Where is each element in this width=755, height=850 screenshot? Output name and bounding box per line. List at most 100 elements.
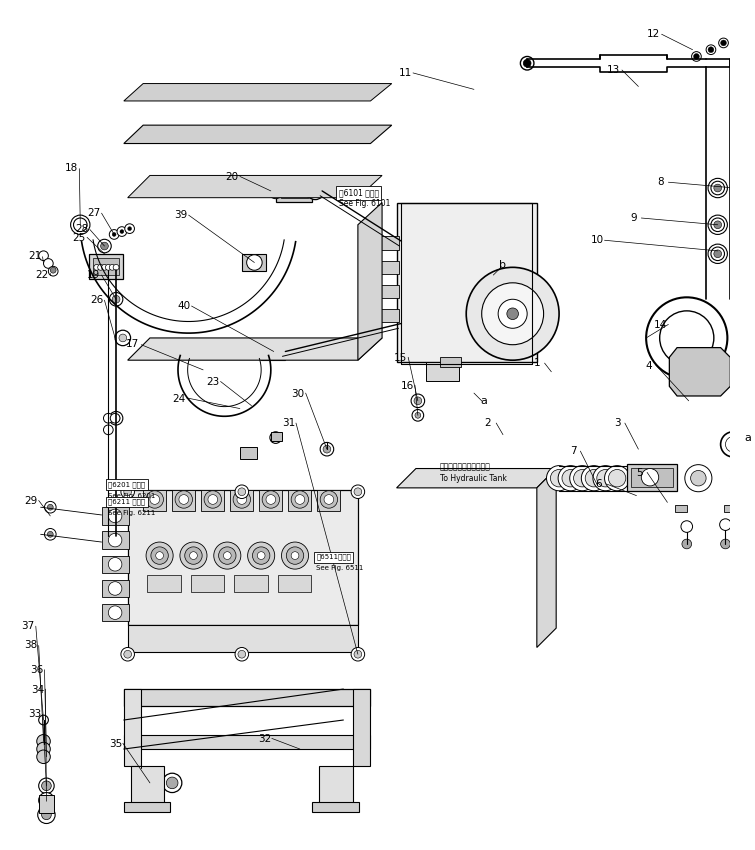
Circle shape [108,606,122,620]
Text: 21: 21 [29,252,42,262]
Circle shape [252,547,270,564]
Circle shape [45,529,56,540]
Bar [102,580,128,598]
Circle shape [208,495,217,504]
Circle shape [708,47,713,53]
Circle shape [235,485,248,498]
Circle shape [100,242,108,250]
Circle shape [235,648,248,661]
Bar [675,505,687,512]
Text: 40: 40 [177,301,190,311]
Circle shape [247,255,262,270]
Bar [128,490,358,626]
Text: 15: 15 [393,353,407,363]
Polygon shape [358,202,382,360]
Text: 31: 31 [282,418,295,428]
Text: 1: 1 [534,359,540,368]
Circle shape [156,552,164,559]
Circle shape [719,38,729,48]
Text: 18: 18 [65,163,79,173]
Circle shape [738,178,747,188]
Bar [93,258,119,275]
Text: 38: 38 [24,640,37,650]
Text: 17: 17 [126,339,140,349]
Bar [276,180,313,201]
Circle shape [108,581,122,595]
Circle shape [39,715,48,725]
Polygon shape [670,348,730,396]
Circle shape [562,469,579,487]
Circle shape [51,268,56,273]
Circle shape [691,470,706,486]
Bar [147,575,181,592]
Bar [353,689,371,767]
Circle shape [238,488,245,496]
Circle shape [37,750,51,763]
Circle shape [109,230,119,240]
Circle shape [291,490,309,508]
Circle shape [351,648,365,661]
Circle shape [237,495,247,504]
Bar [319,767,353,807]
Circle shape [605,466,630,490]
Text: 10: 10 [591,235,604,245]
Circle shape [162,774,182,792]
Circle shape [354,650,362,658]
Circle shape [412,410,424,421]
Text: 35: 35 [109,739,122,749]
Bar [124,802,170,812]
Text: 33: 33 [29,710,42,719]
Circle shape [520,56,534,70]
Circle shape [550,469,568,487]
Circle shape [37,734,51,748]
Text: 24: 24 [172,394,186,404]
Circle shape [323,445,331,453]
Circle shape [354,488,362,496]
Polygon shape [128,175,382,198]
Bar [172,490,196,511]
Circle shape [681,521,692,532]
Bar [102,604,128,621]
Bar [124,689,141,767]
Bar [131,767,165,807]
Circle shape [720,40,726,46]
Text: 37: 37 [21,621,35,632]
Circle shape [124,488,131,496]
Circle shape [581,466,606,490]
Circle shape [295,495,305,504]
Circle shape [711,247,725,261]
Text: 28: 28 [76,224,88,235]
Circle shape [180,542,207,570]
Circle shape [482,283,544,345]
Circle shape [39,792,54,808]
Bar [201,490,224,511]
Circle shape [286,547,304,564]
Circle shape [128,227,131,230]
Circle shape [109,264,115,270]
Circle shape [175,490,193,508]
Bar [723,505,735,512]
Bar [39,796,54,813]
Circle shape [108,558,122,571]
Circle shape [42,810,51,819]
Circle shape [720,518,732,530]
Polygon shape [128,338,382,360]
Bar [426,362,460,382]
Text: 13: 13 [607,65,620,75]
Circle shape [574,469,591,487]
Text: See Fig. 6511: See Fig. 6511 [316,565,364,571]
Text: To Hydraulic Tank: To Hydraulic Tank [440,473,507,483]
Circle shape [282,542,309,570]
Text: a: a [480,396,487,405]
Text: 34: 34 [32,685,45,694]
Bar [313,802,359,812]
Circle shape [708,215,727,235]
Circle shape [39,778,54,794]
Circle shape [415,412,421,418]
Text: 第6201 図参照: 第6201 図参照 [108,481,146,488]
Text: See Fig. 6211: See Fig. 6211 [108,510,156,516]
Circle shape [682,539,692,549]
Circle shape [112,233,116,236]
Circle shape [281,343,296,360]
Circle shape [71,215,90,235]
